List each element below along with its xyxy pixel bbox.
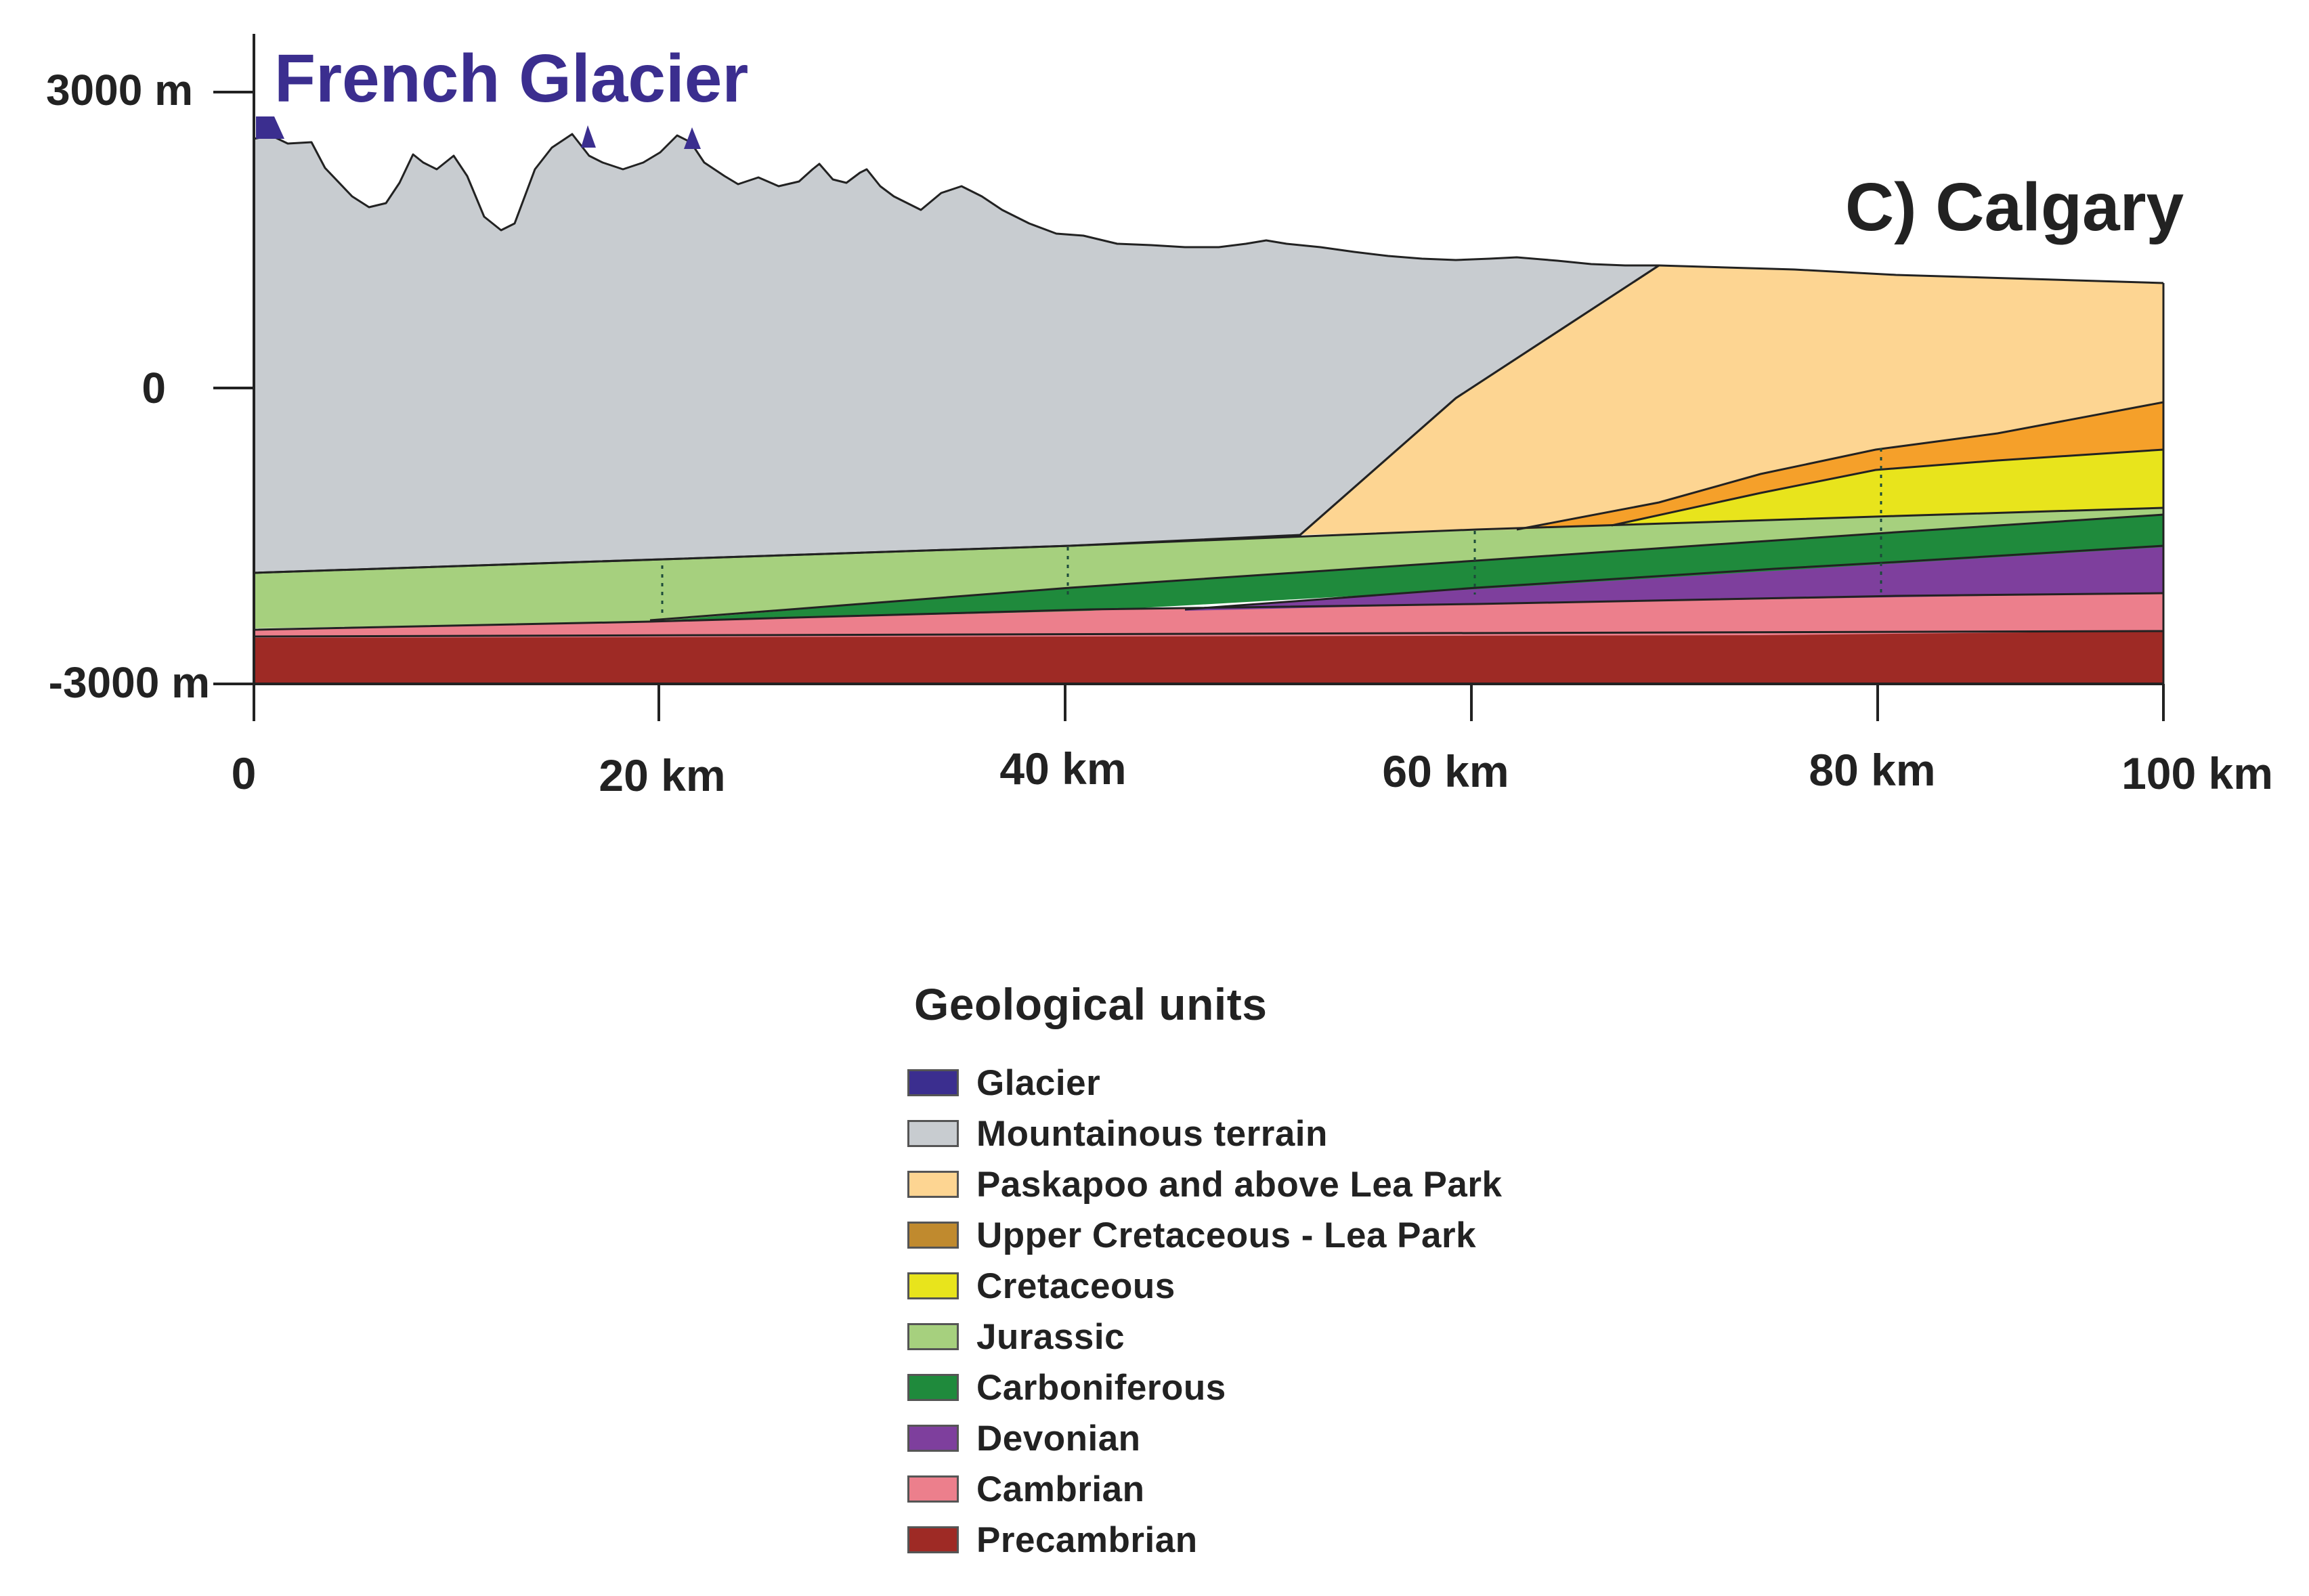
cross-section-diagram: 3000 m 0 -3000 m 0 20 km 40 km 60 km 80 …	[46, 34, 2273, 800]
legend-label: Devonian	[976, 1418, 1141, 1459]
x-axis	[253, 683, 2165, 721]
legend-label: Precambrian	[976, 1519, 1198, 1560]
x-tick-label: 60 km	[1382, 746, 1509, 796]
legend-swatch	[907, 1323, 959, 1350]
layer-boundaries	[253, 264, 2165, 684]
x-tick-label: 40 km	[999, 743, 1126, 794]
legend-item-precambrian: Precambrian	[907, 1515, 1652, 1564]
well-markers	[661, 448, 1882, 618]
unit-devonian	[1185, 546, 2163, 611]
legend-swatch	[907, 1526, 959, 1553]
unit-cambrian	[254, 593, 2163, 638]
legend-swatch	[907, 1069, 959, 1096]
legend-swatch	[907, 1374, 959, 1401]
legend-swatch	[907, 1425, 959, 1452]
legend-label: Mountainous terrain	[976, 1113, 1328, 1154]
legend-swatch	[907, 1171, 959, 1198]
unit-precambrian	[254, 631, 2163, 684]
x-tick-label: 100 km	[2121, 748, 2273, 798]
legend-label: Paskapoo and above Lea Park	[976, 1164, 1503, 1205]
legend-item-cambrian: Cambrian	[907, 1465, 1652, 1513]
y-tick-label: -3000 m	[49, 658, 210, 707]
legend-swatch	[907, 1272, 959, 1299]
legend-item-devonian: Devonian	[907, 1414, 1652, 1463]
legend-swatch	[907, 1475, 959, 1503]
panel-label: C) Calgary	[1845, 169, 2184, 245]
legend-title: Geological units	[914, 979, 1268, 1029]
unit-paskapoo	[1300, 265, 2163, 535]
unit-mountainous-terrain	[253, 133, 1660, 574]
diagram-title: French Glacier	[274, 41, 748, 116]
legend-swatch	[907, 1222, 959, 1249]
unit-jurassic	[254, 508, 2163, 628]
legend-label: Cambrian	[976, 1469, 1145, 1509]
x-tick-label: 20 km	[599, 750, 725, 800]
legend: Geological units Glacier Mountainous ter…	[907, 978, 1652, 1566]
y-axis	[213, 34, 255, 685]
x-tick-label: 0	[232, 748, 257, 798]
legend-item-carboniferous: Carboniferous	[907, 1363, 1652, 1412]
legend-item-jurassic: Jurassic	[907, 1312, 1652, 1361]
unit-carboniferous	[650, 515, 2163, 622]
glacier-patch	[256, 116, 284, 139]
legend-label: Upper Cretaceous - Lea Park	[976, 1215, 1477, 1255]
y-tick-label: 0	[142, 364, 166, 412]
legend-item-mountainous-terrain: Mountainous terrain	[907, 1109, 1652, 1158]
y-tick-label: 3000 m	[46, 66, 193, 114]
legend-label: Glacier	[976, 1062, 1101, 1103]
legend-label: Carboniferous	[976, 1367, 1226, 1408]
legend-item-upper-cretaceous: Upper Cretaceous - Lea Park	[907, 1211, 1652, 1259]
legend-label: Cretaceous	[976, 1266, 1175, 1306]
glacier-patch	[581, 125, 596, 148]
legend-swatch	[907, 1120, 959, 1147]
unit-cretaceous	[1612, 450, 2163, 525]
legend-item-cretaceous: Cretaceous	[907, 1261, 1652, 1310]
legend-item-paskapoo: Paskapoo and above Lea Park	[907, 1160, 1652, 1209]
legend-item-glacier: Glacier	[907, 1058, 1652, 1107]
legend-label: Jurassic	[976, 1316, 1125, 1357]
ground-surface-line	[1658, 264, 2164, 284]
glacier-patch	[684, 127, 701, 149]
x-tick-label: 80 km	[1809, 745, 1935, 795]
